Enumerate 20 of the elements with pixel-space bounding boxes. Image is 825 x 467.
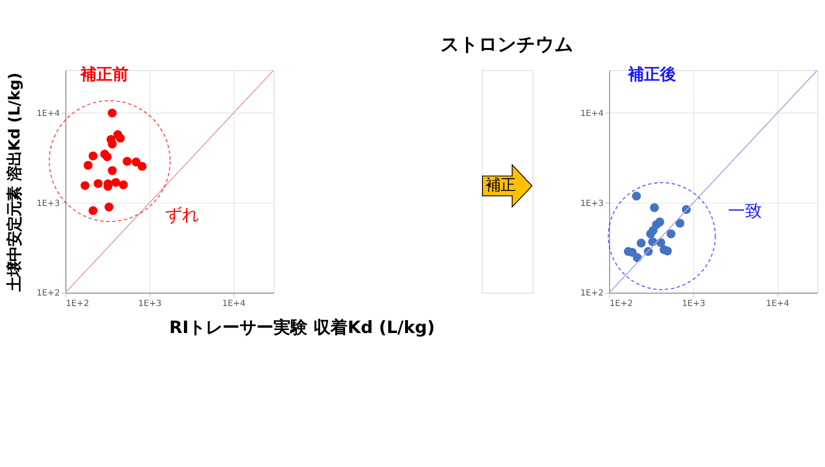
chart-title: 補正後 <box>626 64 676 84</box>
x-axis-title: RIトレーサー実験 収着Kd (L/kg) <box>169 318 435 338</box>
x-tick-label: 1E+3 <box>682 298 706 309</box>
x-tick-label: 1E+3 <box>138 298 162 309</box>
text: 補正 <box>485 176 516 194</box>
y-tick-label: 1E+2 <box>36 288 60 299</box>
x-tick-label: 1E+2 <box>610 298 633 309</box>
annotation: 一致 <box>728 201 762 222</box>
x-tick-label: 1E+4 <box>766 298 790 309</box>
x-tick-label: 1E+4 <box>222 298 246 309</box>
y-tick-label: 1E+3 <box>580 198 604 209</box>
y-tick-label: 1E+2 <box>580 288 604 299</box>
y-tick-label: 1E+3 <box>36 198 60 209</box>
x-tick-label: 1E+2 <box>66 298 90 309</box>
y-axis-title: 土壌中安定元素 溶出Kd (L/kg) <box>6 72 24 292</box>
y-tick-label: 1E+4 <box>580 109 604 119</box>
y-tick-label: 1E+4 <box>36 109 60 119</box>
annotation: ずれ <box>165 205 200 226</box>
text: ストロンチウム <box>440 34 574 56</box>
chart-title: 補正前 <box>80 64 129 84</box>
